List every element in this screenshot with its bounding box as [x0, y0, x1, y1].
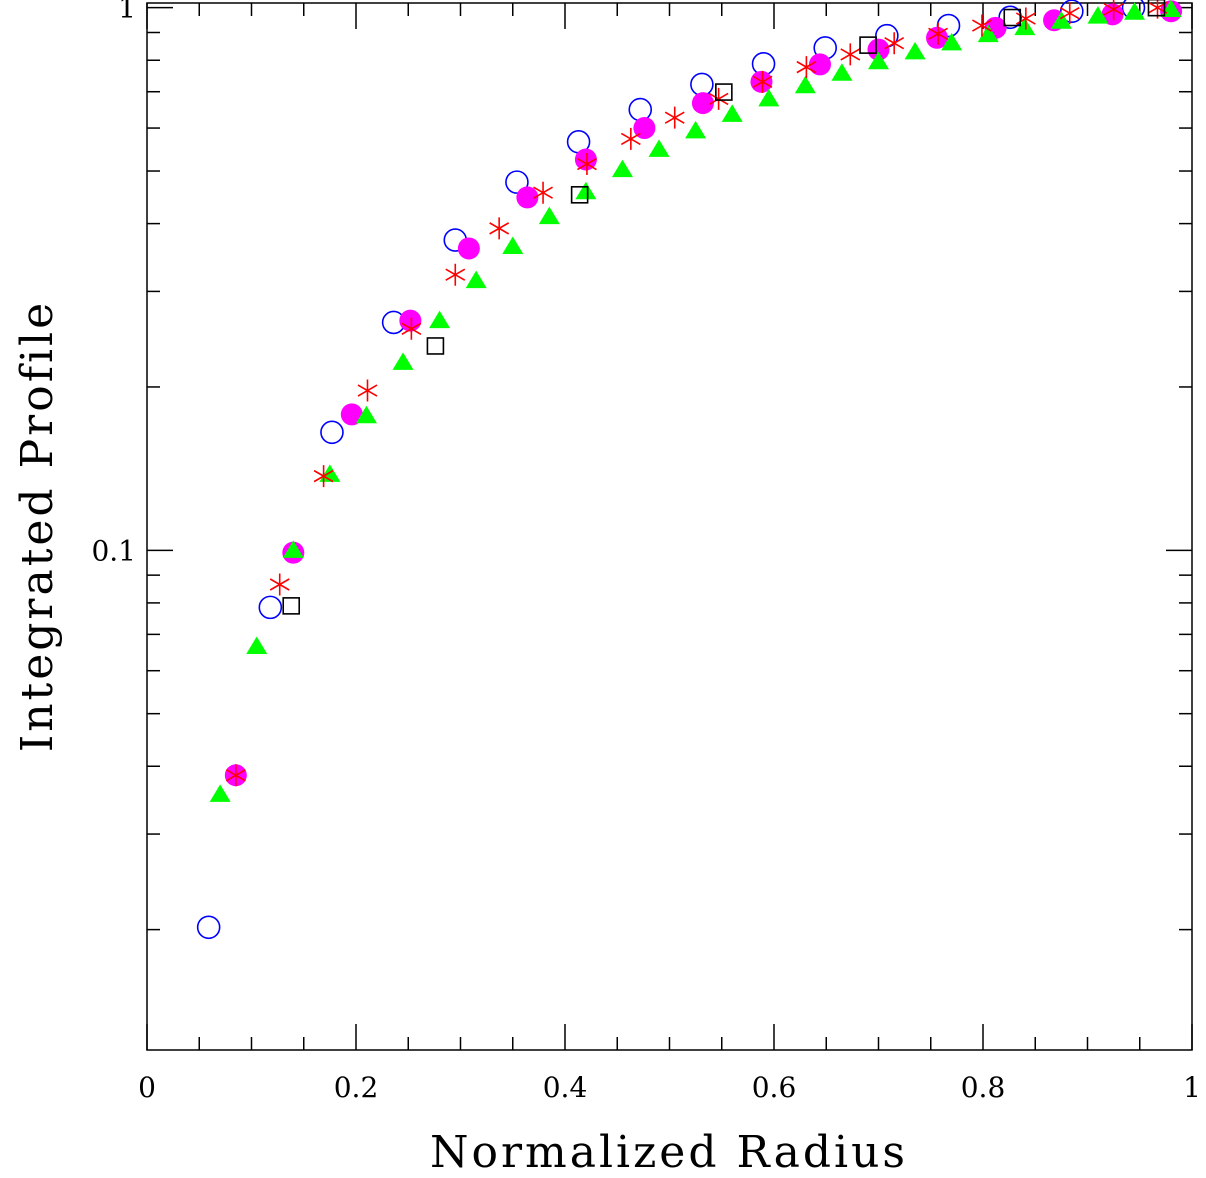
data-point: [1003, 8, 1022, 27]
series-1: [196, 0, 1146, 940]
data-point: [868, 51, 889, 70]
y-axis-title: Integrated Profile: [12, 300, 63, 752]
x-tick-label: 0.8: [961, 1071, 1006, 1104]
data-point: [972, 14, 992, 37]
data-point: [690, 72, 714, 97]
data-point: [796, 56, 817, 79]
data-point: [648, 139, 670, 157]
data-point: [691, 92, 714, 115]
data-point: [1124, 2, 1146, 20]
series-2: [224, 0, 1183, 787]
data-point: [516, 186, 539, 209]
data-point: [357, 379, 378, 402]
data-point: [392, 352, 414, 370]
data-point: [1060, 0, 1084, 24]
x-tick-label: 0.6: [752, 1071, 797, 1104]
data-point: [209, 784, 231, 802]
data-point: [752, 70, 773, 93]
data-point: [269, 573, 290, 596]
data-point: [998, 5, 1022, 30]
data-point: [708, 87, 729, 110]
data-point: [840, 43, 861, 66]
data-point: [941, 32, 963, 51]
data-point: [715, 83, 733, 101]
data-point: [611, 159, 633, 178]
axis-ticks: [146, 3, 1193, 1050]
data-point: [867, 38, 890, 61]
data-point: [574, 148, 597, 171]
series-3: [209, 0, 1182, 802]
x-tick-label: 0: [138, 1071, 156, 1104]
data-point: [664, 106, 685, 129]
data-point: [685, 120, 707, 139]
data-point: [904, 41, 926, 60]
data-point: [758, 88, 780, 107]
plot-frame: [146, 2, 1193, 1051]
x-axis-title: Normalized Radius: [430, 1127, 908, 1178]
data-point: [721, 104, 743, 122]
data-point: [977, 24, 999, 43]
data-point: [1147, 0, 1166, 17]
tick-labels: 0 0.2 0.4 0.6 0.8 1 0.1 1: [91, 0, 1200, 1104]
data-point: [282, 597, 301, 615]
data-point: [340, 403, 363, 426]
data-point: [196, 915, 221, 940]
series-4: [225, 0, 1168, 787]
data-point: [1014, 17, 1036, 36]
data-point: [1050, 11, 1072, 29]
data-point: [258, 595, 283, 620]
data-point: [926, 26, 949, 49]
data-point: [246, 636, 268, 654]
data-point: [1087, 6, 1109, 24]
data-point: [457, 237, 480, 260]
data-point: [445, 263, 466, 286]
x-tick-label: 0.2: [334, 1071, 379, 1104]
data-point: [429, 310, 451, 329]
data-point: [831, 63, 853, 81]
data-point: [628, 97, 653, 122]
data-point: [313, 465, 334, 488]
data-point: [1101, 3, 1124, 26]
data-point: [355, 405, 377, 424]
data-point: [577, 153, 597, 176]
data-points: [196, 0, 1183, 940]
data-point: [570, 186, 589, 204]
y-tick-label: 0.1: [91, 534, 136, 567]
data-point: [538, 206, 560, 225]
data-point: [928, 22, 948, 45]
data-point: [465, 270, 487, 289]
data-point: [1059, 2, 1080, 25]
data-point: [505, 170, 529, 194]
data-point: [859, 36, 877, 54]
data-point: [502, 236, 524, 254]
data-point: [575, 181, 597, 200]
data-point: [794, 75, 816, 94]
data-point: [533, 181, 553, 204]
x-tick-label: 0.4: [543, 1071, 588, 1104]
x-tick-label: 1: [1183, 1071, 1201, 1104]
data-point: [1103, 0, 1124, 21]
series-5: [282, 0, 1166, 615]
data-point: [401, 317, 422, 340]
y-tick-label: 1: [118, 0, 136, 25]
data-point: [884, 32, 905, 55]
data-point: [282, 540, 304, 558]
data-point: [620, 127, 641, 150]
data-point: [225, 764, 246, 787]
data-point: [808, 53, 831, 76]
data-point: [320, 420, 344, 445]
data-point: [489, 217, 510, 240]
data-point: [426, 337, 445, 355]
